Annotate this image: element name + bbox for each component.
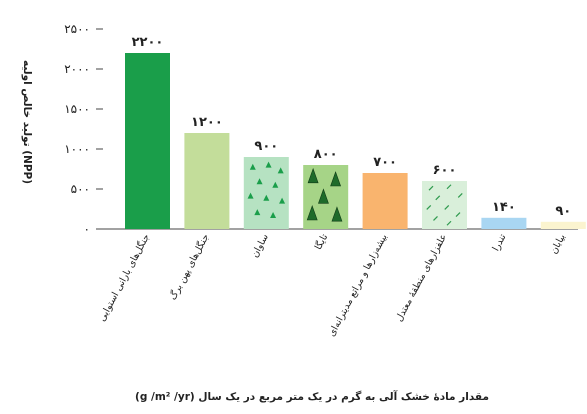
tree-icon [256,178,263,185]
bar-rect [540,221,586,229]
grass-mark [426,204,432,210]
data-label: ۱۲۰۰ [191,115,223,130]
data-label: ۹۰ [555,204,571,219]
conifer-icon [306,205,318,221]
data-label: ۷۰۰ [373,155,397,170]
tree-icon [270,212,277,219]
conifer-icon [330,171,342,187]
bar [362,173,408,229]
bar-rect [481,217,527,229]
y-axis: ۰ ۵۰۰ ۱۰۰۰ ۱۵۰۰ ۲۰۰۰ ۲۵۰۰ [64,22,578,236]
y-tick-label: ۰ [84,222,90,236]
grass-mark [428,185,434,191]
bar [303,165,349,229]
conifer-icon [307,167,319,184]
bar [243,157,289,229]
tree-icon [265,161,272,168]
grass-mark [457,192,463,198]
conifer-icon [318,188,329,204]
tree-icon [254,209,261,216]
tree-icon [263,194,270,201]
bar [125,53,170,229]
tree-icon [277,167,284,174]
data-label: ۶۰۰ [433,163,457,178]
grass-mark [433,216,438,221]
bar [422,181,467,229]
tree-icon [272,181,279,188]
y-tick-label: ۱۰۰۰ [64,142,90,156]
data-label: ۱۴۰ [492,200,516,215]
y-axis-label: تولید خالص اولیه (NPP) [21,60,33,184]
conifer-icon [331,206,343,222]
tree-icon [279,197,286,204]
data-label: ۲۲۰۰ [132,35,164,50]
x-axis-label: مقدار مادهٔ خشک آلی به گرم در یک متر مرب… [135,390,489,403]
y-tick-label: ۲۵۰۰ [64,22,90,36]
bar [481,217,527,229]
data-label: ۹۰۰ [254,139,278,154]
bar-rect [125,53,170,229]
y-tick-label: ۱۵۰۰ [64,102,90,116]
grass-mark [455,212,461,218]
bar-rect [422,181,467,229]
grass-mark [446,184,452,190]
bar-rect [184,133,230,229]
grass-mark [444,204,450,210]
bar [184,133,230,229]
data-label: ۸۰۰ [314,147,338,162]
tree-icon [249,163,256,170]
tree-icon [247,192,254,199]
grass-mark [435,195,441,201]
bar-rect [362,173,408,229]
y-tick-label: ۲۰۰۰ [64,62,90,76]
y-tick-label: ۵۰۰ [71,182,90,196]
bars [125,53,586,229]
bar [540,221,586,229]
data-labels: ۲۲۰۰ ۱۲۰۰ ۹۰۰ ۸۰۰ ۷۰۰ ۶۰۰ ۱۴۰ ۹۰ [132,35,572,219]
grass-mark [446,220,452,226]
